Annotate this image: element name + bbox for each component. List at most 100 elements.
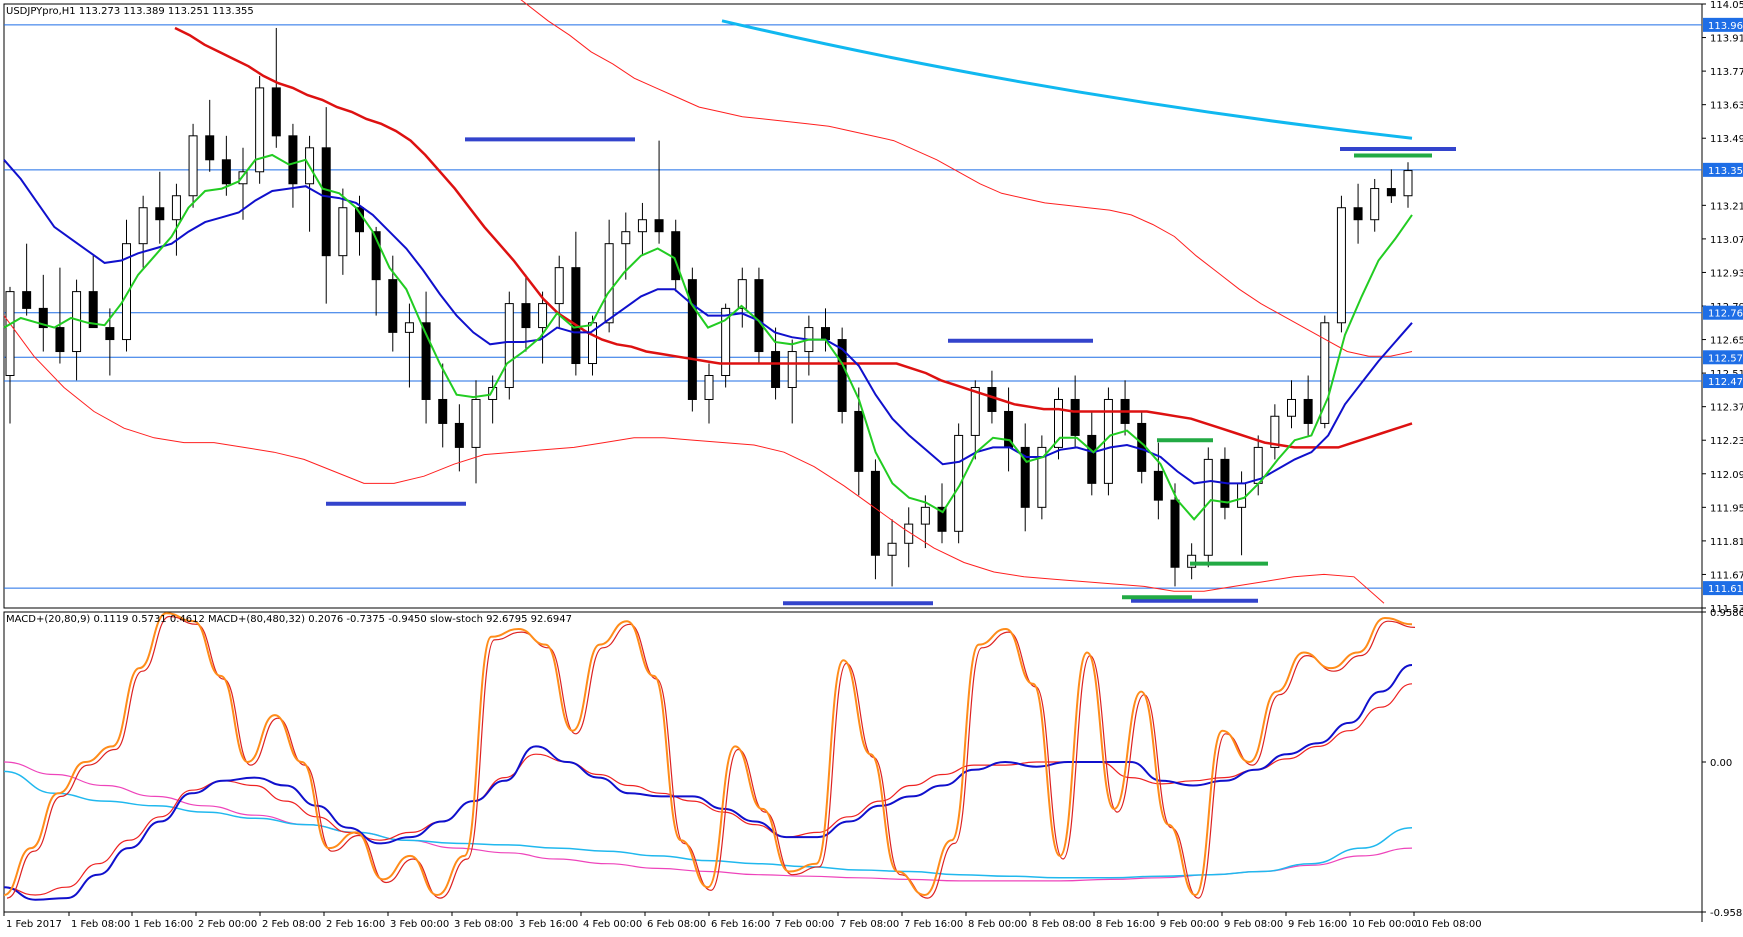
candle[interactable] [38, 274, 48, 352]
price-tick-label: 112.090 [1710, 470, 1743, 481]
candle[interactable] [288, 123, 298, 208]
candle[interactable] [1037, 435, 1047, 520]
candle[interactable] [654, 140, 664, 244]
candle[interactable] [88, 255, 98, 329]
candle[interactable] [787, 339, 797, 424]
candle[interactable] [1336, 195, 1346, 333]
candle-body-bull [887, 542, 897, 556]
candle[interactable] [1054, 387, 1063, 460]
candle[interactable] [837, 327, 847, 424]
candle[interactable] [1287, 380, 1296, 429]
candle[interactable] [321, 107, 331, 304]
candle-body-bull [621, 231, 631, 245]
candle-body-bull [1403, 170, 1413, 197]
candle[interactable] [238, 147, 248, 220]
candle[interactable] [22, 243, 32, 316]
time-tick-label: 9 Feb 16:00 [1288, 919, 1347, 930]
candle[interactable] [854, 387, 864, 496]
candle[interactable] [1386, 169, 1396, 203]
candle[interactable] [637, 202, 647, 256]
candle[interactable] [271, 27, 281, 148]
candle[interactable] [155, 171, 165, 244]
candle[interactable] [1403, 162, 1413, 208]
candle[interactable] [970, 380, 980, 460]
candle[interactable] [954, 423, 964, 544]
candle-body-bear [221, 159, 231, 185]
candle-body-bear [821, 327, 830, 341]
candle[interactable] [1020, 423, 1030, 532]
candle[interactable] [1353, 183, 1363, 244]
candle[interactable] [454, 404, 464, 472]
candle[interactable] [1370, 178, 1380, 232]
time-tick-label: 10 Feb 08:00 [1416, 919, 1482, 930]
candle[interactable] [604, 219, 614, 333]
price-tag [1703, 305, 1743, 320]
candle-body-bear [388, 279, 398, 333]
candle-body-bull [904, 523, 914, 544]
candle-body-bear [987, 386, 997, 412]
candle[interactable] [205, 99, 215, 172]
candle[interactable] [1303, 375, 1313, 436]
candle-body-bear [837, 339, 847, 412]
candle-body-bull [637, 219, 647, 233]
candle[interactable] [904, 507, 914, 568]
candle[interactable] [504, 291, 514, 400]
candle-body-bull [504, 303, 514, 388]
price-tick-label: 113.910 [1710, 34, 1743, 45]
candle[interactable] [55, 267, 65, 364]
candle[interactable] [687, 267, 697, 412]
candle[interactable] [404, 303, 414, 388]
price-tick-label: 113.490 [1710, 134, 1743, 145]
time-tick-label: 8 Feb 16:00 [1096, 919, 1155, 930]
macd-slow-signal-line[interactable] [3, 761, 1413, 882]
candle[interactable] [521, 274, 531, 352]
candle[interactable] [5, 286, 15, 424]
price-panel[interactable]: 114.050 113.910 113.770 113.630 113.490 113.2… [3, 0, 1743, 615]
candle-body-bear [438, 398, 448, 424]
candle[interactable] [1270, 404, 1280, 460]
time-tick-label: 7 Feb 08:00 [840, 919, 899, 930]
candle[interactable] [1320, 315, 1330, 429]
moving-average-blue-line[interactable] [3, 159, 1413, 485]
candle[interactable] [171, 183, 181, 256]
candle[interactable] [920, 495, 930, 549]
moving-average-cyan-line[interactable] [721, 19, 1413, 140]
price-tick-label: 113.770 [1710, 67, 1743, 78]
candle-body-bear [754, 279, 764, 353]
macd-fast-line[interactable] [3, 664, 1413, 901]
candle[interactable] [138, 195, 148, 268]
candle-body-bull [404, 322, 414, 333]
candle[interactable] [338, 188, 348, 275]
candle[interactable] [870, 459, 880, 580]
price-tick-label: 112.370 [1710, 403, 1743, 414]
candle[interactable] [371, 226, 381, 316]
candle[interactable] [255, 75, 265, 184]
candle[interactable] [721, 303, 731, 388]
candle[interactable] [937, 483, 947, 544]
candle[interactable] [737, 267, 747, 328]
candle[interactable] [1170, 483, 1180, 587]
price-tick-label: 112.230 [1710, 436, 1743, 447]
envelope-upper-line[interactable] [440, 0, 1413, 357]
candle[interactable] [188, 123, 198, 208]
candle[interactable] [538, 291, 548, 364]
moving-average-green-line[interactable] [3, 153, 1413, 521]
candle-body-bull [72, 291, 82, 353]
candle[interactable] [704, 363, 714, 424]
candle[interactable] [571, 231, 581, 376]
candle[interactable] [887, 519, 897, 587]
price-tick-label: 112.650 [1710, 336, 1743, 347]
candle[interactable] [621, 212, 631, 280]
candle[interactable] [488, 375, 498, 424]
candle[interactable] [1187, 543, 1197, 580]
candle[interactable] [438, 363, 448, 448]
moving-average-red-line[interactable] [174, 26, 1413, 449]
candle[interactable] [1087, 411, 1097, 496]
candle[interactable] [122, 219, 131, 352]
candle[interactable] [421, 291, 431, 424]
candle[interactable] [754, 267, 764, 364]
candle-body-bull [5, 291, 15, 377]
slow-stoch-line[interactable] [3, 612, 1413, 897]
envelope-lower-line[interactable] [3, 315, 1385, 604]
